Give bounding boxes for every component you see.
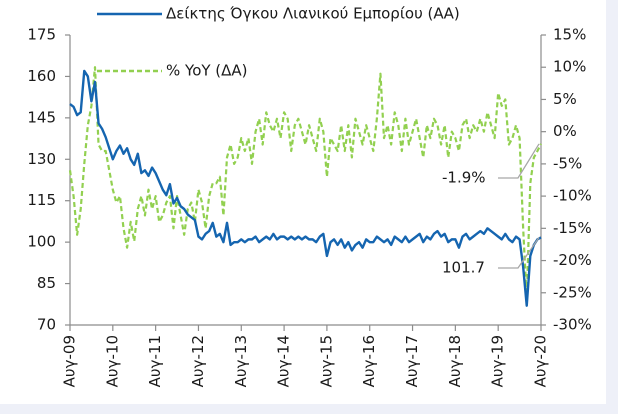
x-tick-label: Αυγ-13 — [232, 335, 250, 387]
x-tick-label: Αυγ-20 — [532, 335, 550, 387]
x-tick-label: Αυγ-15 — [317, 335, 335, 387]
y-tick-label: 160 — [27, 67, 56, 85]
y2-tick-label: -25% — [553, 283, 592, 301]
annotation: -1.9% — [442, 169, 486, 187]
y2-tick-label: 5% — [553, 90, 577, 108]
x-tick-label: Αυγ-19 — [489, 335, 507, 387]
leader-line — [498, 237, 540, 269]
frame-right — [606, 0, 618, 414]
x-tick-label: Αυγ-12 — [189, 335, 207, 387]
y2-tick-label: 0% — [553, 122, 577, 140]
y-tick-label: 115 — [27, 191, 56, 209]
x-tick-label: Αυγ-14 — [275, 335, 293, 387]
y2-tick-label: 15% — [553, 26, 586, 44]
y-tick-label: 175 — [27, 26, 56, 44]
y2-tick-label: -10% — [553, 187, 592, 205]
y2-tick-label: -20% — [553, 251, 592, 269]
y-tick-label: 130 — [27, 150, 56, 168]
x-tick-label: Αυγ-09 — [61, 335, 79, 387]
series-line — [69, 69, 542, 307]
x-tick-label: Αυγ-17 — [403, 335, 421, 387]
x-tick-label: Αυγ-18 — [446, 335, 464, 387]
series-line — [68, 66, 542, 301]
y-tick-label: 145 — [27, 108, 56, 126]
x-tick-label: Αυγ-16 — [360, 335, 378, 387]
y2-tick-label: -5% — [553, 154, 582, 172]
annotation: 101.7 — [442, 259, 485, 277]
legend-label: Δείκτης Όγκου Λιανικού Εμπορίου (ΑΑ) — [166, 5, 460, 23]
y2-tick-label: -30% — [553, 316, 592, 334]
y-tick-label: 85 — [37, 274, 56, 292]
y-tick-label: 100 — [27, 233, 56, 251]
y-tick-label: 70 — [37, 316, 56, 334]
x-tick-label: Αυγ-10 — [103, 335, 121, 387]
y2-tick-label: -15% — [553, 219, 592, 237]
x-tick-label: Αυγ-11 — [146, 335, 164, 387]
leader-line — [498, 143, 540, 179]
frame-bottom — [0, 404, 618, 414]
y2-tick-label: 10% — [553, 58, 586, 76]
legend-label: % YoY (ΔΑ) — [166, 62, 248, 80]
